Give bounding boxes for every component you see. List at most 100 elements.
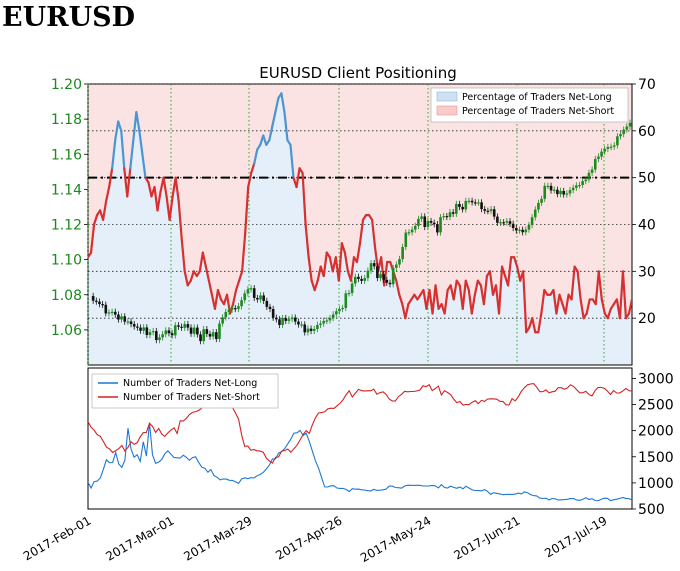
candle-body [113, 311, 117, 315]
net-long-area-bar [458, 285, 462, 365]
candle-body [271, 308, 275, 318]
positioning-segment [114, 120, 120, 142]
count-tick-label: 1000 [638, 476, 674, 492]
date-tick-label: 2017-Mar-01 [103, 513, 176, 563]
net-short-area-bar [382, 84, 387, 286]
candle-body [360, 278, 363, 281]
candle-body [205, 329, 209, 334]
net-short-area-bar [119, 84, 124, 131]
net-short-area-bar [131, 84, 136, 141]
candle-body [117, 314, 120, 320]
positioning-segment [132, 110, 138, 142]
positioning-segment [156, 190, 162, 212]
net-short-area-bar [246, 84, 251, 188]
net-long-area-bar [379, 257, 384, 365]
candle-body [533, 209, 537, 218]
net-short-area-bar [388, 84, 393, 262]
candle-body [341, 307, 344, 310]
net-short-area-bar [216, 84, 220, 291]
net-long-area-bar [506, 285, 510, 365]
positioning-segment [301, 171, 307, 226]
candle-body [347, 292, 351, 295]
net-short-area-bar [110, 84, 115, 169]
candle-body [436, 224, 439, 233]
net-short-area-bar [146, 84, 151, 183]
net-short-area-bar [231, 84, 235, 305]
net-long-area-bar [500, 266, 504, 365]
net-short-area-bar [545, 84, 550, 295]
net-long-area-bar [470, 313, 474, 365]
net-short-area-bar [573, 84, 577, 267]
positioning-segment [552, 288, 558, 315]
net-long-area-bar [231, 304, 235, 365]
net-short-area-bar [219, 84, 223, 300]
positioning-segment [597, 270, 603, 301]
positioning-segment [555, 293, 561, 315]
candle-body [461, 206, 464, 210]
net-short-area-bar [301, 84, 305, 173]
net-short-area-bar [437, 84, 441, 309]
candle-body [167, 330, 171, 334]
positioning-segment [295, 167, 301, 189]
candle-body [252, 288, 256, 298]
net-long-area-bar [551, 290, 556, 365]
net-long-area-bar [358, 243, 362, 365]
candle-body [268, 306, 272, 309]
net-short-area-bar [171, 84, 175, 197]
net-short-area-bar [249, 84, 254, 173]
net-short-area-bar [379, 84, 384, 258]
net-long-area-bar [261, 135, 266, 365]
candle-body [505, 221, 509, 223]
net-long-area-bar [421, 290, 426, 365]
positioning-segment [576, 270, 582, 301]
candle-body [227, 309, 231, 312]
candle-body [480, 202, 483, 210]
net-long-area-bar [536, 332, 541, 365]
net-short-area-bar [370, 84, 374, 220]
positioning-segment [241, 232, 247, 273]
candle-body [91, 295, 95, 301]
net-long-area-bar [615, 299, 619, 365]
net-long-area-bar [434, 285, 438, 365]
net-long-area-bar [349, 280, 353, 365]
net-long-area-bar [467, 290, 471, 365]
net-long-area-bar [301, 172, 305, 365]
net-long-area-bar [464, 280, 468, 365]
net-long-area-bar [174, 177, 178, 365]
pct-tick-label: 60 [638, 124, 656, 140]
net-long-area-bar [201, 252, 205, 365]
net-long-area-bar [455, 280, 459, 365]
positioning-segment [238, 270, 244, 282]
net-long-area-bar [162, 177, 166, 365]
positioning-segment [231, 288, 238, 306]
candle-body [559, 190, 562, 195]
net-short-area-bar [428, 84, 432, 291]
net-short-area-bar [310, 84, 314, 281]
net-long-area-bar [606, 318, 610, 365]
net-short-area-bar [285, 84, 290, 141]
net-long-area-bar [364, 215, 368, 365]
positioning-segment [283, 110, 289, 142]
net-long-area-bar [415, 299, 420, 365]
net-short-area-bar [515, 84, 520, 267]
net-long-area-bar [461, 308, 465, 365]
candle-body [196, 327, 199, 335]
net-long-area-bar [621, 271, 625, 365]
positioning-segment [540, 288, 546, 315]
candle-body [126, 321, 130, 323]
net-short-area-bar [89, 84, 93, 253]
candle-body [376, 266, 379, 279]
net-long-area-bar [92, 224, 96, 365]
candle-body [215, 332, 218, 340]
positioning-segment [579, 298, 585, 320]
net-long-area-bar [509, 257, 514, 365]
net-long-area-bar [385, 261, 390, 365]
candle-body [249, 288, 253, 290]
pct-tick-label: 20 [638, 311, 656, 327]
candle-body [587, 172, 591, 180]
net-short-area-bar [165, 84, 169, 197]
candle-body [581, 181, 584, 185]
net-long-area-bar [609, 308, 613, 365]
net-short-area-bar [264, 84, 269, 145]
positioning-segment [138, 129, 144, 156]
